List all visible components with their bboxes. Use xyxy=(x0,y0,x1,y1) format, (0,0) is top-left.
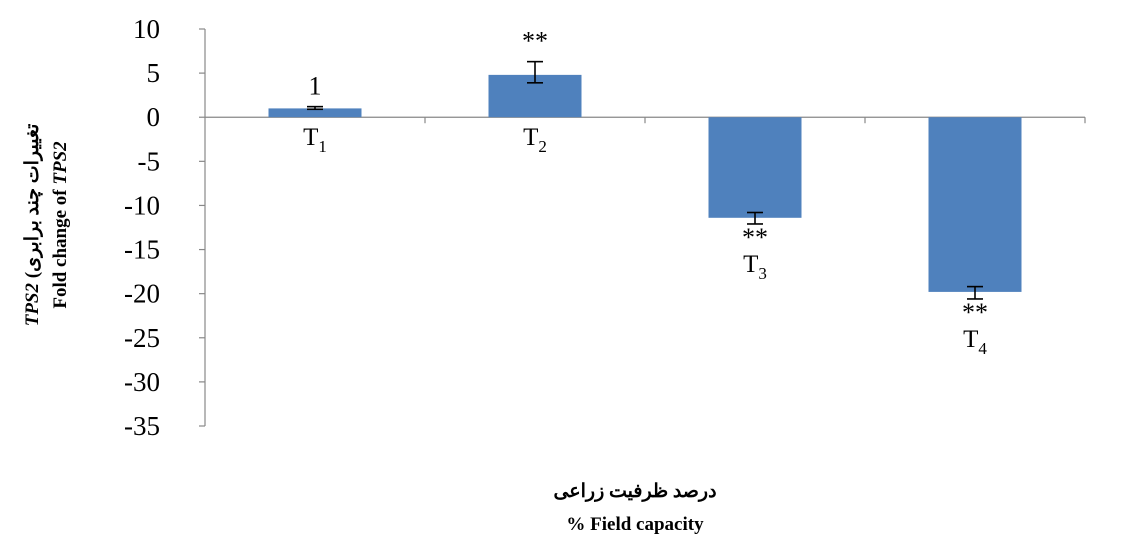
y-tick-label: 10 xyxy=(133,14,160,44)
x-tick-label: T1 xyxy=(303,124,327,156)
y-tick-label: -5 xyxy=(138,146,161,176)
x-tick-label: T2 xyxy=(523,124,547,156)
data-annotation: ** xyxy=(522,27,548,56)
y-tick-label: -35 xyxy=(124,411,160,441)
y-tick-label: 5 xyxy=(147,58,161,88)
y-tick-label: -10 xyxy=(124,190,160,220)
y-tick-label: 0 xyxy=(147,102,161,132)
y-axis-title-line2: Fold change of TPS2 xyxy=(50,141,71,309)
y-axis-title: TPS2 (تغییرات چند برابری Fold change of … xyxy=(22,124,71,327)
y-tick-label: -30 xyxy=(124,367,160,397)
data-annotation: ** xyxy=(742,223,768,252)
x-axis-title-en: % Field capacity xyxy=(566,514,704,535)
y-axis-title-line1: TPS2 (تغییرات چند برابری xyxy=(22,124,43,327)
y-axis-title-line2-italic: TPS2 xyxy=(50,141,71,185)
y-axis-title-line1-rest: (تغییرات چند برابری xyxy=(22,124,43,283)
data-annotation: ** xyxy=(962,298,988,327)
y-tick-label: -15 xyxy=(124,235,160,265)
x-tick-label: T3 xyxy=(743,251,767,283)
data-annotation: 1 xyxy=(309,72,322,101)
bar xyxy=(928,117,1022,292)
y-tick-label: -20 xyxy=(124,279,160,309)
y-tick-label: -25 xyxy=(124,323,160,353)
y-axis-title-line2-rest: Fold change of xyxy=(50,185,71,309)
x-axis-title: درصد ظرفیت زراعی % Field capacity xyxy=(553,481,716,535)
y-axis-ticks: 10 5 0 -5 -10 -15 -20 -25 -30 -35 xyxy=(124,14,1086,441)
bar xyxy=(268,108,362,118)
y-axis-title-line1-italic: TPS2 xyxy=(22,283,43,327)
x-axis-title-fa: درصد ظرفیت زراعی xyxy=(553,481,716,502)
bar xyxy=(708,117,802,218)
x-tick-label: T4 xyxy=(963,326,987,358)
